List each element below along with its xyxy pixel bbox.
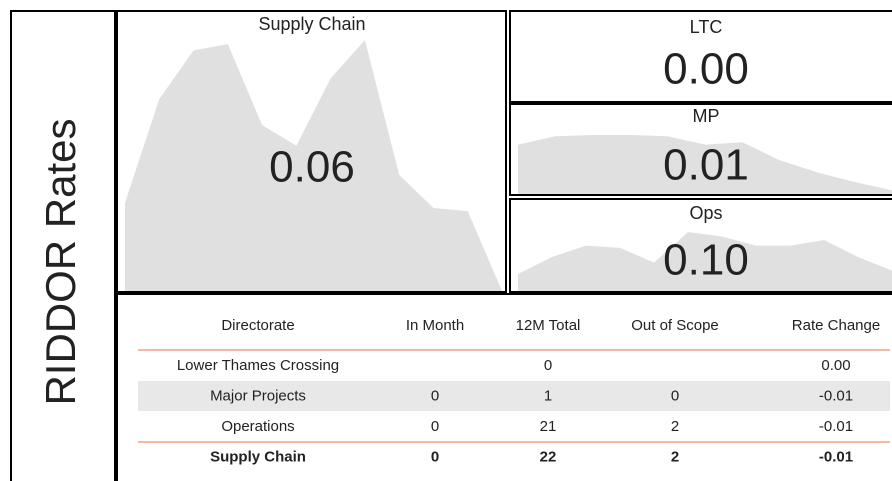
sparkline-area (125, 40, 502, 291)
table-cell: 2 (671, 448, 679, 465)
side-panel (10, 10, 116, 481)
table-cell: Operations (221, 418, 294, 435)
column-header: Rate Change (792, 317, 880, 334)
card-title: LTC (690, 17, 723, 37)
sparkline-area (518, 135, 892, 194)
card-value: 0.01 (663, 141, 749, 190)
card-title: Supply Chain (258, 14, 365, 34)
table-cell: 0 (671, 387, 679, 404)
card-value: 0.10 (663, 236, 749, 285)
card-border (509, 10, 892, 103)
table-cell: 0 (431, 387, 439, 404)
column-header: In Month (406, 317, 464, 334)
table-border (116, 293, 892, 481)
table-cell: -0.01 (819, 418, 853, 435)
column-header: Directorate (221, 317, 294, 334)
table-cell: -0.01 (819, 448, 853, 465)
table-cell: 0.00 (821, 357, 850, 374)
column-header: 12M Total (516, 317, 581, 334)
card-title: Ops (689, 203, 722, 223)
table-cell: 2 (671, 418, 679, 435)
sparkline-area (518, 232, 892, 291)
table-cell: 0 (544, 357, 552, 374)
card-value: 0.06 (269, 143, 355, 192)
card-value: 0.00 (663, 45, 749, 94)
card-title: MP (693, 106, 720, 126)
card-border (116, 10, 507, 293)
card-border (509, 103, 892, 196)
table-cell: 22 (540, 448, 557, 465)
card-border (509, 198, 892, 293)
side-title: RIDDOR Rates (37, 118, 84, 405)
table-cell: Supply Chain (210, 448, 306, 465)
table-cell: 21 (540, 418, 557, 435)
table-cell: 1 (544, 387, 552, 404)
table-cell: 0 (431, 448, 439, 465)
table-cell: Lower Thames Crossing (177, 357, 339, 374)
table-cell: -0.01 (819, 387, 853, 404)
row-stripe (138, 381, 890, 411)
table-cell: Major Projects (210, 387, 306, 404)
column-header: Out of Scope (631, 317, 719, 334)
table-cell: 0 (431, 418, 439, 435)
